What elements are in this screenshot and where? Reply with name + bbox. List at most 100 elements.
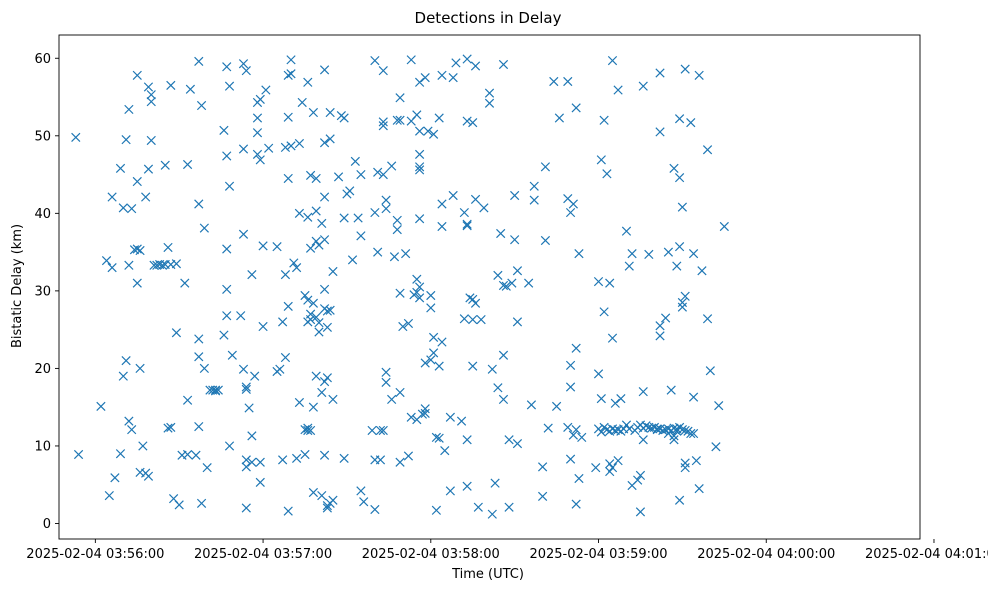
data-point-marker [297,97,307,108]
data-point-marker [680,291,690,301]
data-point-marker [434,113,444,123]
data-point-marker [694,483,704,494]
data-point-marker [493,270,503,280]
data-point-marker [403,318,414,329]
data-point-marker [238,229,249,239]
data-point-marker [406,412,416,422]
data-point-marker [702,145,713,155]
data-point-marker [412,110,422,120]
data-point-marker [370,504,380,515]
data-point-marker [571,499,581,509]
data-point-marker [194,199,204,209]
data-point-marker [571,103,581,113]
data-point-marker [202,463,212,473]
data-point-marker [236,311,246,321]
data-point-marker [160,160,170,170]
data-point-marker [537,462,548,472]
data-point-marker [420,358,430,368]
data-point-marker [414,282,425,292]
data-point-marker [115,163,126,173]
data-point-marker [141,192,151,202]
data-point-marker [392,115,402,125]
data-point-marker [317,218,327,229]
data-point-marker [305,170,316,180]
data-point-marker [124,416,134,426]
data-point-marker [143,471,154,481]
data-point-marker [286,55,296,65]
data-point-marker [484,98,495,108]
data-point-marker [677,297,688,308]
data-point-marker [674,114,685,124]
data-point-marker [319,192,330,202]
data-point-marker [356,169,366,180]
data-point-marker [510,235,520,245]
data-point-marker [247,431,257,441]
data-point-marker [196,100,207,111]
data-point-marker [387,161,397,171]
data-point-marker [339,213,349,223]
data-point-marker [194,421,204,432]
data-point-marker [238,59,249,69]
data-point-marker [224,81,235,91]
data-point-marker [319,450,330,460]
data-point-marker [303,425,313,436]
data-point-marker [283,173,293,184]
data-point-marker [680,463,690,473]
data-point-marker [501,281,511,291]
x-tick-label: 2025-02-04 04:01:00 [865,547,988,562]
data-point-marker [356,486,366,496]
data-point-marker [381,377,391,387]
data-point-marker [602,169,612,179]
data-point-marker [688,249,699,259]
data-point-marker [107,192,117,202]
data-point-marker [118,371,128,381]
data-point-marker [317,490,327,501]
data-point-marker [423,126,433,136]
data-point-marker [146,135,156,146]
data-point-marker [333,172,344,182]
data-point-marker [272,242,282,252]
data-point-marker [213,385,223,395]
data-point-marker [241,66,251,76]
data-point-marker [247,269,257,280]
data-point-marker [414,126,425,136]
data-point-marker [591,463,601,473]
data-point-marker [431,432,442,443]
data-point-marker [624,261,634,271]
data-point-marker [403,451,414,461]
x-axis: 2025-02-04 03:56:00 2025-02-04 03:57:00 20… [26,539,988,562]
data-point-marker [286,69,296,79]
data-point-marker [378,121,388,131]
data-point-marker [163,242,173,253]
data-point-marker [224,441,235,451]
data-point-marker [392,215,402,225]
data-point-marker [222,284,232,294]
data-point-marker [322,306,332,316]
y-tick-label: 20 [34,362,51,377]
data-point-marker [392,224,402,235]
data-point-marker [714,401,724,411]
data-point-marker [280,142,291,153]
data-point-marker [283,301,293,312]
data-point-marker [658,425,668,436]
data-point-marker [378,117,388,127]
data-point-marker [677,202,688,212]
data-point-marker [322,373,332,383]
data-point-marker [199,223,209,233]
data-point-marker [451,58,461,68]
data-point-marker [115,449,126,459]
data-point-marker [222,151,232,161]
data-point-marker [641,421,651,431]
data-point-marker [311,312,321,322]
data-point-marker [166,80,176,91]
data-point-marker [219,330,229,340]
data-point-marker [252,113,263,123]
data-point-marker [166,422,176,432]
data-point-marker [434,361,444,371]
data-point-marker [596,155,606,165]
data-point-marker [414,214,425,224]
data-point-marker [524,278,534,288]
data-point-marker [199,363,209,374]
data-point-marker [540,235,551,246]
data-point-marker [459,314,469,324]
